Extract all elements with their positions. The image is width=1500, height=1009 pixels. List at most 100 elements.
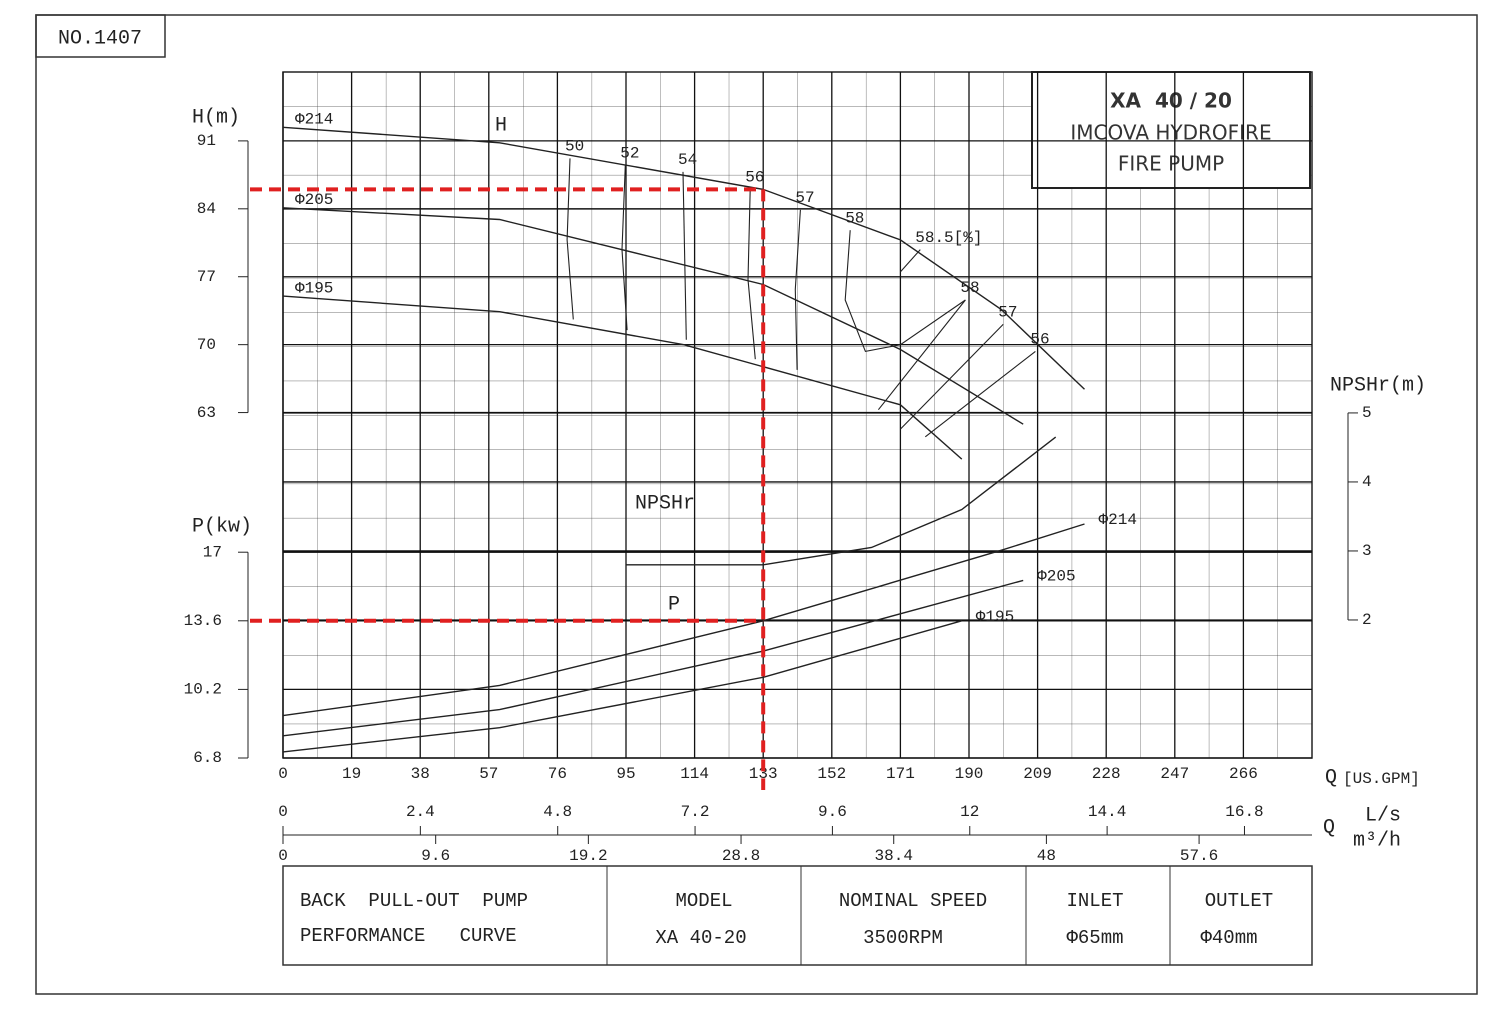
table-cell: PERFORMANCE CURVE	[300, 925, 517, 947]
x-tick-label: 190	[955, 765, 984, 783]
efficiency-line	[877, 299, 966, 411]
efficiency-line	[900, 323, 1004, 430]
efficiency-line	[794, 209, 801, 370]
y2-tick-label: 6.8	[193, 749, 222, 767]
table-cell: NOMINAL SPEED	[839, 890, 987, 912]
x2-tick-label: 9.6	[818, 803, 847, 821]
y2-tick-label: 10.2	[184, 681, 222, 699]
x-tick-label: 19	[342, 765, 361, 783]
table-cell: 3500RPM	[863, 927, 943, 949]
x3-tick-label: 0	[278, 847, 288, 865]
table-cell: OUTLET	[1205, 890, 1273, 912]
curve-label: P	[668, 593, 680, 616]
npsh-axis-title: NPSHr(m)	[1330, 374, 1426, 397]
x-axis-unit: [US.GPM]	[1343, 770, 1420, 788]
performance-curve	[282, 295, 963, 460]
efficiency-line	[924, 350, 1036, 438]
x2-tick-label: 4.8	[543, 803, 572, 821]
x2-tick-label: 7.2	[681, 803, 710, 821]
x-axis-title: Q	[1323, 816, 1335, 839]
series-label: Φ195	[976, 608, 1014, 626]
h-axis-title: H(m)	[192, 106, 240, 129]
efficiency-line	[621, 165, 628, 331]
table-cell: MODEL	[675, 890, 732, 912]
x-tick-label: 152	[817, 765, 846, 783]
efficiency-label: 58.5[%]	[915, 229, 982, 247]
doc-number: NO.1407	[58, 27, 142, 50]
x2-tick-label: 2.4	[406, 803, 435, 821]
x2-tick-label: 12	[960, 803, 979, 821]
x3-tick-label: 48	[1037, 847, 1056, 865]
x-tick-label: 95	[616, 765, 635, 783]
y3-tick-label: 2	[1362, 611, 1372, 629]
x-tick-label: 228	[1092, 765, 1121, 783]
model-title: XA 40 / 20	[1110, 89, 1232, 113]
x-axis-title: Q	[1325, 766, 1337, 789]
table-cell: Φ40mm	[1200, 927, 1257, 949]
x3-tick-label: 9.6	[421, 847, 450, 865]
x-tick-label: 76	[548, 765, 567, 783]
efficiency-label: 58	[960, 279, 979, 297]
y3-tick-label: 3	[1362, 542, 1372, 560]
outer-frame	[35, 14, 1478, 995]
x-tick-label: 0	[278, 765, 288, 783]
x3-tick-label: 57.6	[1180, 847, 1218, 865]
curve-label: H	[495, 114, 507, 137]
x-tick-label: 209	[1023, 765, 1052, 783]
efficiency-label: 58	[845, 209, 864, 227]
series-label: Φ195	[295, 279, 333, 297]
x3-axis-unit: m³/h	[1353, 829, 1401, 852]
y-tick-label: 91	[197, 132, 216, 150]
efficiency-label: 56	[745, 169, 764, 187]
x-tick-label: 114	[680, 765, 709, 783]
x-tick-label: 57	[479, 765, 498, 783]
table-cell: XA 40-20	[655, 927, 746, 949]
series-label: Φ214	[1099, 511, 1137, 529]
efficiency-label: 57	[795, 189, 814, 207]
x2-tick-label: 14.4	[1088, 803, 1126, 821]
y-tick-label: 63	[197, 404, 216, 422]
series-label: Φ205	[295, 191, 333, 209]
table-cell: BACK PULL-OUT PUMP	[300, 890, 528, 912]
efficiency-line	[566, 158, 574, 320]
efficiency-label: 52	[620, 144, 639, 162]
x-tick-label: 38	[411, 765, 430, 783]
curve-label: NPSHr	[635, 492, 695, 515]
performance-curve	[282, 620, 962, 753]
y3-tick-label: 5	[1362, 404, 1372, 422]
x-tick-label: 247	[1160, 765, 1189, 783]
x-tick-label: 133	[749, 765, 778, 783]
x-tick-label: 266	[1229, 765, 1258, 783]
number-box	[35, 14, 166, 58]
y2-tick-label: 13.6	[184, 612, 222, 630]
title-box	[1031, 71, 1311, 189]
efficiency-label: 56	[1030, 331, 1049, 349]
performance-curve	[626, 436, 1057, 566]
info-table	[282, 865, 1313, 966]
x2-tick-label: 16.8	[1225, 803, 1263, 821]
p-axis-title: P(kw)	[192, 515, 252, 538]
efficiency-line	[682, 171, 687, 340]
efficiency-label: 54	[678, 151, 697, 169]
y3-tick-label: 4	[1362, 473, 1372, 491]
x3-tick-label: 19.2	[569, 847, 607, 865]
efficiency-line	[899, 249, 921, 273]
x-tick-label: 171	[886, 765, 915, 783]
product: FIRE PUMP	[1118, 152, 1224, 176]
x3-tick-label: 28.8	[722, 847, 760, 865]
y2-tick-label: 17	[203, 543, 222, 561]
efficiency-line	[844, 230, 966, 353]
y-tick-label: 70	[197, 336, 216, 354]
y-tick-label: 84	[197, 200, 216, 218]
x2-tick-label: 0	[278, 803, 288, 821]
x2-axis-unit: L/s	[1365, 804, 1401, 827]
table-cell: Φ65mm	[1066, 927, 1123, 949]
y-tick-label: 77	[197, 268, 216, 286]
x3-tick-label: 38.4	[875, 847, 913, 865]
efficiency-line	[747, 189, 756, 360]
series-label: Φ214	[295, 111, 333, 129]
series-label: Φ205	[1037, 568, 1075, 586]
performance-curve	[282, 579, 1024, 737]
